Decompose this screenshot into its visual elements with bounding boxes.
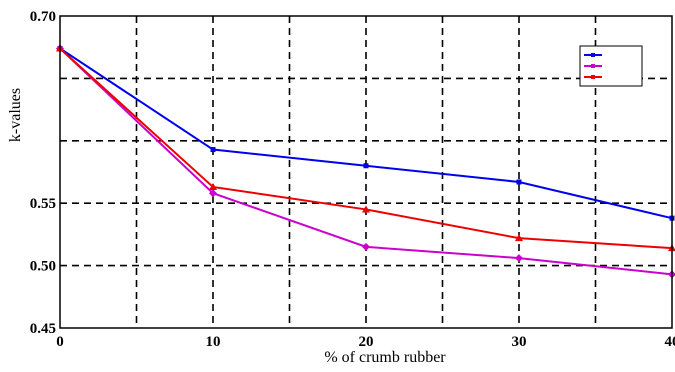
x-tick-label: 0 [56,334,64,350]
x-tick-label: 10 [206,334,221,350]
legend [579,45,643,87]
y-tick-label: 0.45 [30,321,56,337]
x-tick-label: 30 [512,334,527,350]
x-tick-label: 40 [665,334,675,350]
data-point [362,242,370,251]
legend-marker [591,53,595,57]
plot-frame [59,15,673,329]
y-tick-label: 0.70 [30,9,56,25]
x-tick-label: 20 [359,334,374,350]
data-point [516,179,522,185]
legend-marker [591,64,595,68]
data-point [515,254,523,263]
legend-marker [591,75,595,79]
data-point [210,147,216,153]
grid [60,16,672,328]
y-tick-label: 0.55 [30,196,56,212]
data-point [515,234,523,242]
data-point [209,182,217,190]
data-point [363,163,369,169]
y-tick-label: 0.50 [30,259,56,275]
x-axis-title: % of crumb rubber [324,349,446,366]
y-axis-title: k-values [7,88,24,142]
data-point [209,189,217,198]
series-3 [56,44,675,252]
data-point [362,205,370,213]
tick-labels: 0 10 20 30 40 0.45 0.50 0.55 0.70 [30,9,675,350]
